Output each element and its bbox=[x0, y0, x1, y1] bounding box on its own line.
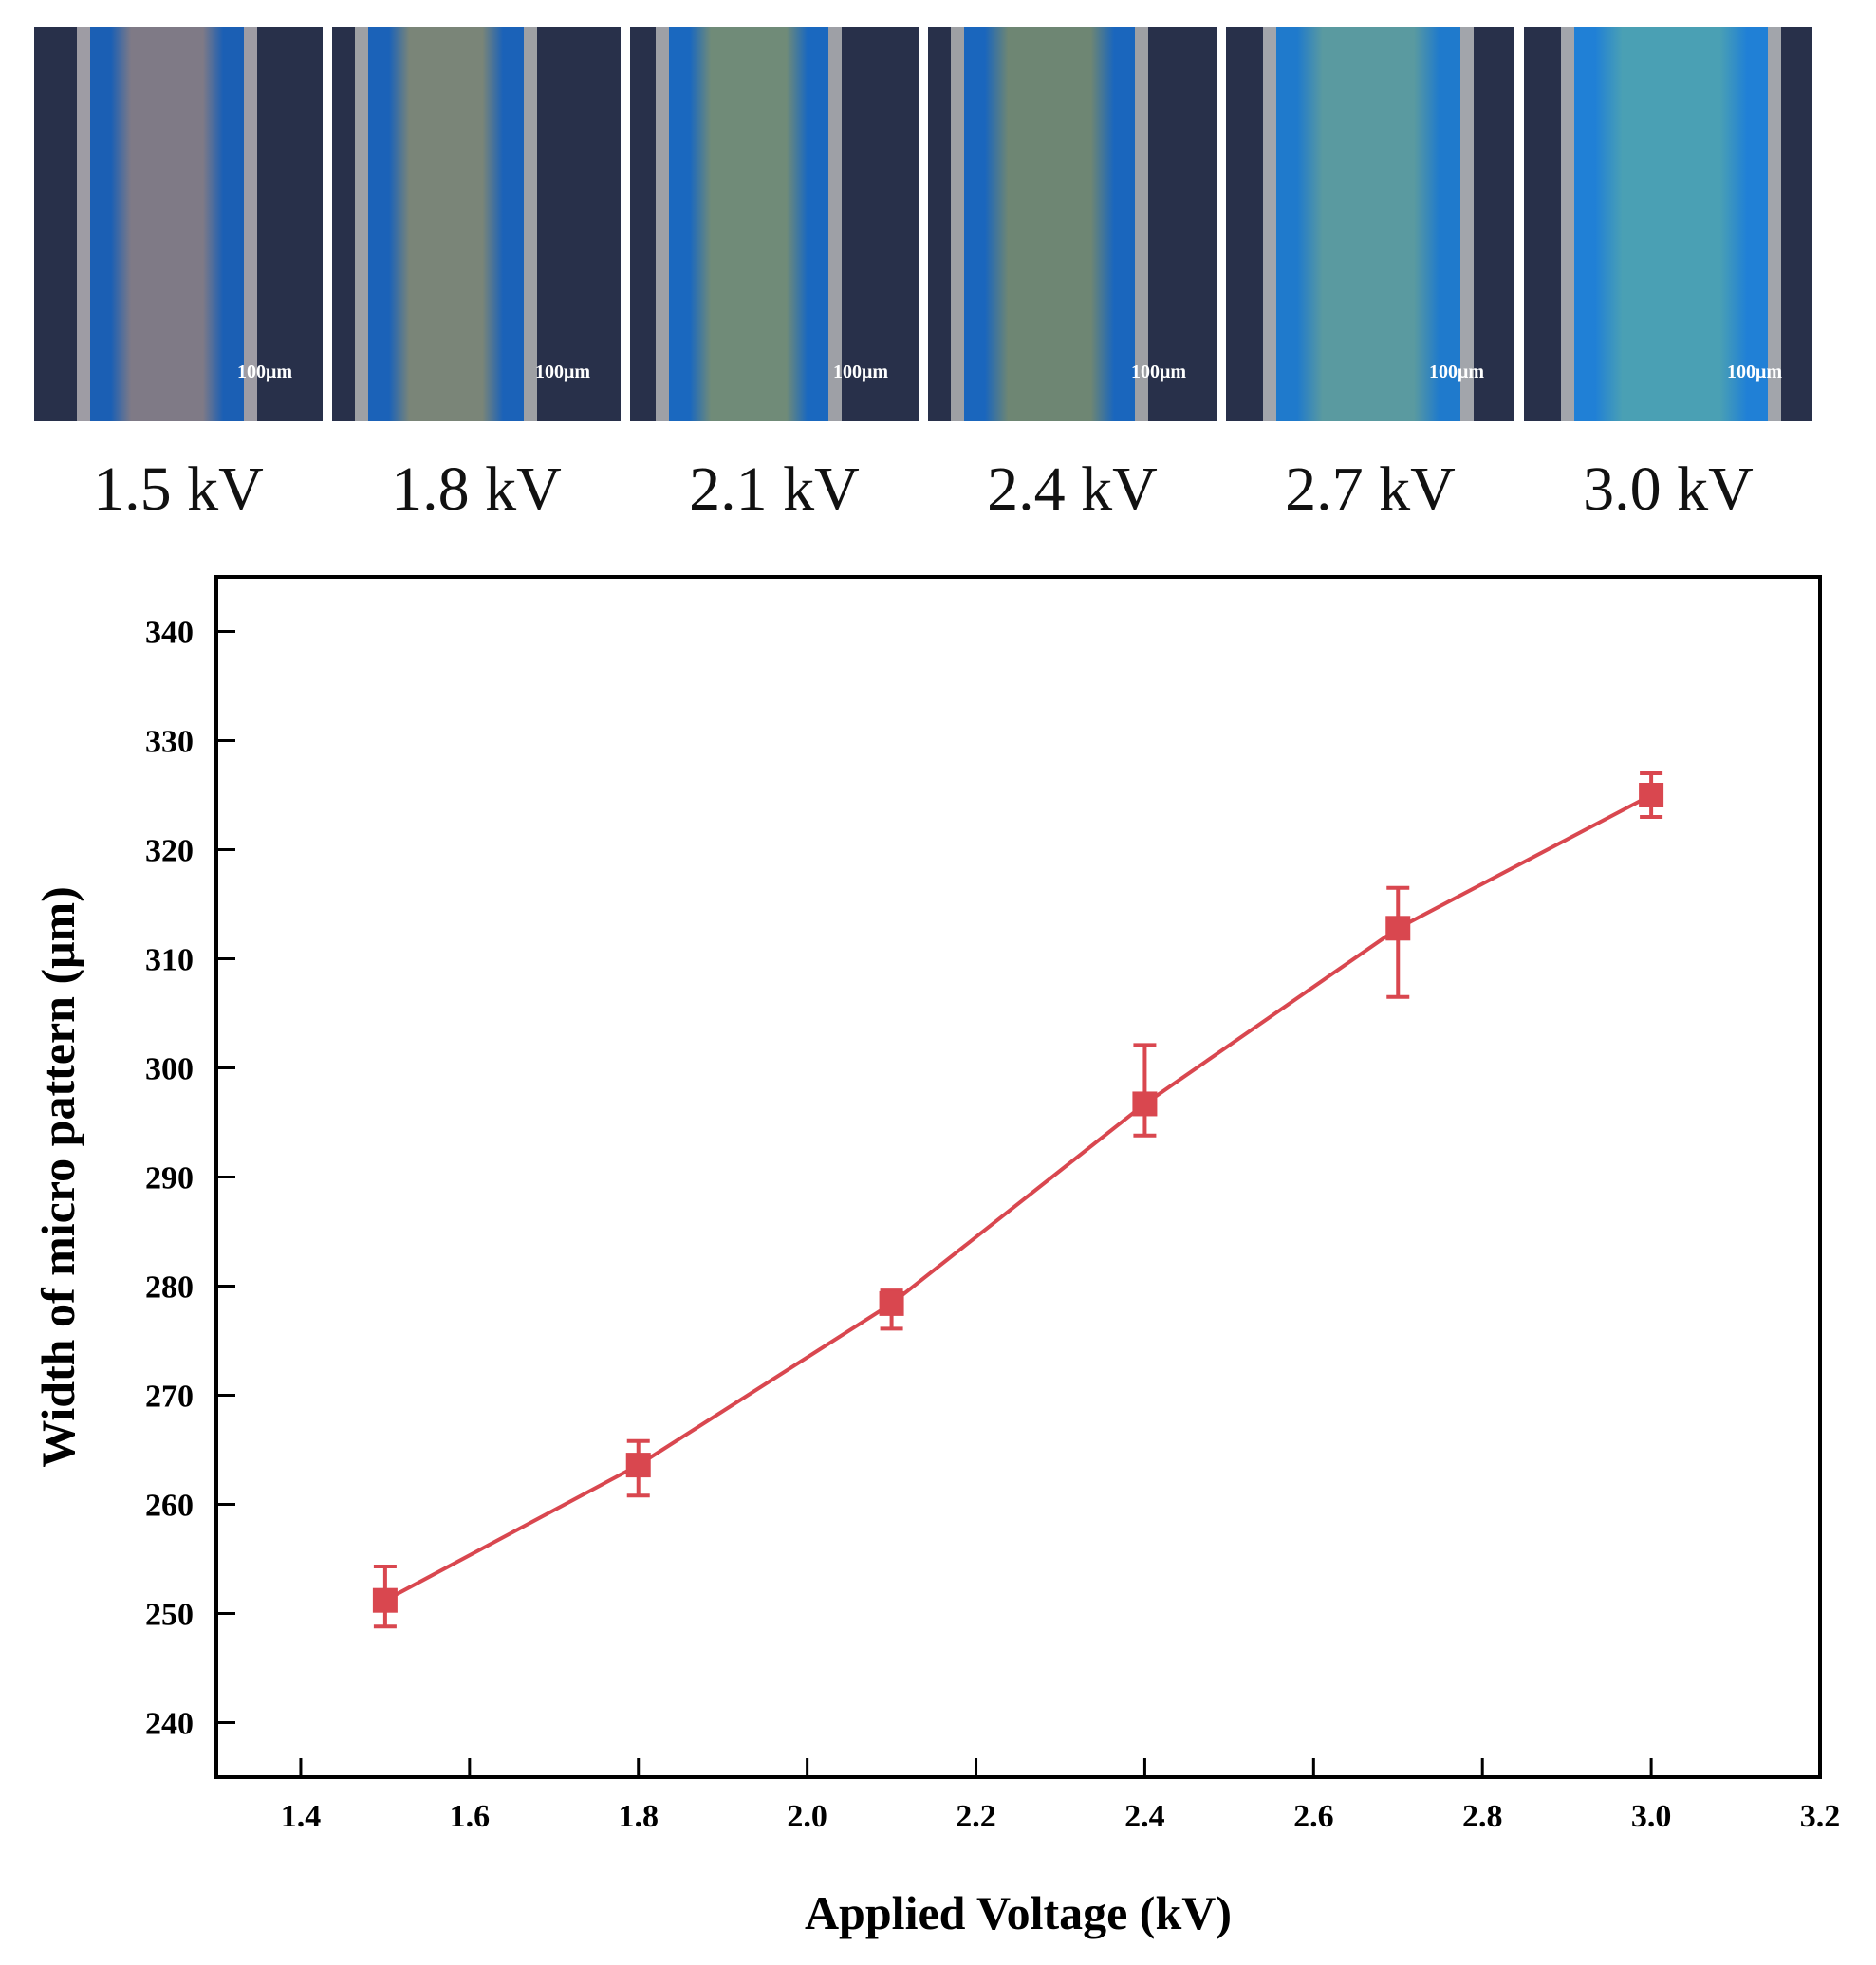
data-point bbox=[1639, 783, 1664, 807]
voltage-label: 3.0 kV bbox=[1583, 454, 1754, 524]
micrograph-image bbox=[332, 27, 621, 421]
y-tick-label: 280 bbox=[145, 1270, 194, 1306]
data-point bbox=[1132, 1091, 1158, 1117]
x-tick-label: 1.4 bbox=[281, 1799, 322, 1834]
plot-frame bbox=[214, 575, 1822, 1779]
data-point bbox=[1385, 916, 1411, 941]
voltage-label: 2.7 kV bbox=[1285, 454, 1456, 524]
data-point bbox=[625, 1453, 651, 1478]
y-tick-label: 320 bbox=[145, 834, 194, 869]
voltage-label: 2.1 kV bbox=[689, 454, 860, 524]
x-tick-label: 2.2 bbox=[956, 1799, 996, 1834]
micrograph-image bbox=[630, 27, 919, 421]
x-tick-label: 2.6 bbox=[1293, 1799, 1334, 1834]
y-tick-label: 330 bbox=[145, 725, 194, 760]
micrograph-panel: 100μm bbox=[332, 27, 621, 421]
y-tick-label: 340 bbox=[145, 616, 194, 651]
data-point bbox=[372, 1587, 398, 1613]
micrograph-strip: 100μm 1.5 kV 100μm 1.8 kV 100μm 2.1 kV 100μm 2.… bbox=[0, 0, 1876, 531]
micrograph-panel: 100μm bbox=[1524, 27, 1812, 421]
y-axis-label: Width of micro pattern (μm) bbox=[31, 886, 84, 1468]
x-tick-label: 1.8 bbox=[618, 1799, 659, 1834]
voltage-label: 1.8 kV bbox=[391, 454, 562, 524]
x-axis-label: Applied Voltage (kV) bbox=[805, 1886, 1232, 1939]
y-tick-label: 310 bbox=[145, 943, 194, 978]
x-tick-label: 1.6 bbox=[450, 1799, 491, 1834]
scale-bar-label: 100μm bbox=[1727, 361, 1782, 382]
x-tick-label: 2.8 bbox=[1462, 1799, 1503, 1834]
y-tick-label: 240 bbox=[145, 1707, 194, 1742]
y-tick-label: 270 bbox=[145, 1380, 194, 1415]
micrograph-panel: 100μm bbox=[928, 27, 1217, 421]
scale-bar-label: 100μm bbox=[237, 361, 292, 382]
scale-bar-label: 100μm bbox=[535, 361, 590, 382]
micrograph-image bbox=[928, 27, 1217, 421]
micrograph-image bbox=[1226, 27, 1514, 421]
scale-bar-label: 100μm bbox=[833, 361, 888, 382]
voltage-label: 1.5 kV bbox=[93, 454, 264, 524]
y-tick-label: 300 bbox=[145, 1052, 194, 1087]
y-tick-label: 250 bbox=[145, 1598, 194, 1633]
line-chart: 1.4 1.6 1.8 2.0 2.2 2.4 2.6 2.8 3.0 3.2 240 250 260 2… bbox=[31, 575, 1841, 1939]
scale-bar-label: 100μm bbox=[1131, 361, 1186, 382]
series-line bbox=[383, 793, 1653, 1603]
x-tick-label: 3.0 bbox=[1631, 1799, 1672, 1834]
micrograph-panel: 100μm bbox=[34, 27, 323, 421]
micrograph-panel: 100μm bbox=[630, 27, 919, 421]
y-tick-label: 260 bbox=[145, 1489, 194, 1524]
micrograph-image bbox=[1524, 27, 1812, 421]
x-tick-label: 2.4 bbox=[1124, 1799, 1165, 1834]
micrograph-image bbox=[34, 27, 323, 421]
voltage-label: 2.4 kV bbox=[987, 454, 1158, 524]
x-tick-label: 3.2 bbox=[1800, 1799, 1841, 1834]
data-point bbox=[879, 1290, 904, 1316]
micrograph-panel: 100μm bbox=[1226, 27, 1514, 421]
x-tick-label: 2.0 bbox=[787, 1799, 827, 1834]
scale-bar-label: 100μm bbox=[1429, 361, 1484, 382]
y-tick-label: 290 bbox=[145, 1161, 194, 1196]
